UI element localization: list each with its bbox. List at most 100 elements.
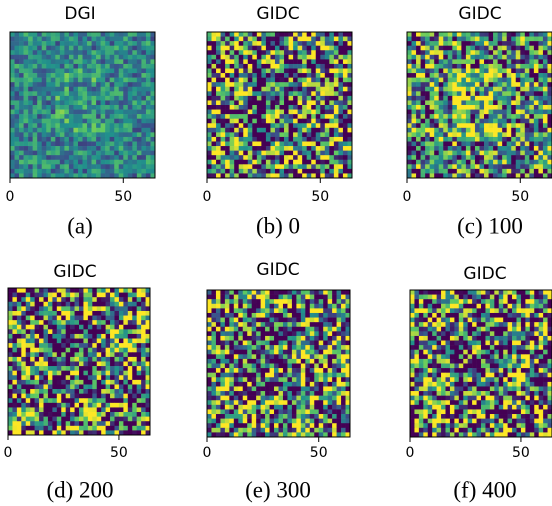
pixel bbox=[343, 59, 348, 64]
pixel bbox=[457, 105, 462, 110]
pixel bbox=[293, 69, 298, 74]
pixel bbox=[83, 329, 88, 334]
pixel bbox=[257, 105, 262, 110]
pixel bbox=[296, 341, 301, 346]
pixel bbox=[407, 128, 412, 133]
pixel bbox=[525, 46, 530, 51]
pixel bbox=[270, 50, 275, 55]
pixel bbox=[298, 164, 303, 169]
pixel bbox=[425, 128, 430, 133]
pixel bbox=[287, 290, 292, 295]
pixel bbox=[8, 302, 13, 307]
pixel bbox=[101, 311, 106, 316]
pixel bbox=[252, 368, 257, 373]
pixel bbox=[484, 114, 489, 119]
pixel bbox=[311, 160, 316, 165]
pixel bbox=[110, 329, 115, 334]
pixel bbox=[416, 82, 421, 87]
pixel bbox=[87, 87, 92, 92]
pixel bbox=[538, 100, 543, 105]
pixel bbox=[475, 114, 480, 119]
pixel bbox=[83, 87, 88, 92]
pixel bbox=[28, 105, 33, 110]
pixel bbox=[529, 155, 534, 160]
pixel bbox=[341, 336, 346, 341]
pixel bbox=[448, 105, 453, 110]
pixel bbox=[66, 293, 71, 298]
pixel bbox=[480, 155, 485, 160]
pixel bbox=[421, 69, 426, 74]
pixel bbox=[10, 155, 15, 160]
pixel bbox=[247, 405, 252, 410]
pixel bbox=[83, 339, 88, 344]
pixel bbox=[119, 142, 124, 147]
pixel bbox=[461, 128, 466, 133]
pixel bbox=[425, 123, 430, 128]
pixel bbox=[270, 318, 275, 323]
pixel bbox=[106, 316, 111, 321]
pixel bbox=[92, 64, 97, 69]
pixel bbox=[266, 137, 271, 142]
pixel bbox=[520, 137, 525, 142]
pixel bbox=[123, 155, 128, 160]
pixel bbox=[489, 73, 494, 78]
pixel bbox=[221, 151, 226, 156]
pixel bbox=[529, 169, 534, 174]
pixel bbox=[35, 384, 40, 389]
pixel bbox=[484, 132, 489, 137]
pixel bbox=[421, 46, 426, 51]
pixel bbox=[87, 155, 92, 160]
pixel bbox=[480, 119, 485, 124]
pixel bbox=[21, 293, 26, 298]
pixel bbox=[225, 368, 230, 373]
pixel bbox=[39, 311, 44, 316]
pixel bbox=[511, 160, 516, 165]
pixel bbox=[37, 41, 42, 46]
pixel bbox=[289, 87, 294, 92]
pixel bbox=[470, 41, 475, 46]
pixel bbox=[79, 417, 84, 422]
pixel bbox=[270, 78, 275, 83]
pixel bbox=[301, 299, 306, 304]
pixel bbox=[274, 373, 279, 378]
pixel bbox=[425, 91, 430, 96]
pixel bbox=[66, 288, 71, 293]
pixel bbox=[265, 354, 270, 359]
pixel bbox=[280, 128, 285, 133]
pixel bbox=[425, 105, 430, 110]
pixel bbox=[302, 119, 307, 124]
pixel bbox=[332, 386, 337, 391]
pixel bbox=[234, 331, 239, 336]
pixel bbox=[30, 297, 35, 302]
pixel bbox=[220, 373, 225, 378]
pixel bbox=[334, 142, 339, 147]
pixel bbox=[296, 299, 301, 304]
pixel bbox=[448, 146, 453, 151]
pixel bbox=[470, 137, 475, 142]
pixel bbox=[70, 293, 75, 298]
pixel bbox=[296, 368, 301, 373]
pixel bbox=[73, 151, 78, 156]
pixel bbox=[247, 354, 252, 359]
pixel bbox=[243, 308, 248, 313]
pixel bbox=[452, 32, 457, 37]
pixel bbox=[79, 389, 84, 394]
pixel bbox=[220, 382, 225, 387]
pixel bbox=[343, 64, 348, 69]
pixel bbox=[137, 320, 142, 325]
pixel bbox=[275, 55, 280, 60]
pixel bbox=[39, 366, 44, 371]
pixel bbox=[261, 169, 266, 174]
pixel bbox=[87, 110, 92, 115]
pixel bbox=[60, 142, 65, 147]
pixel bbox=[101, 421, 106, 426]
pixel bbox=[511, 100, 516, 105]
pixel bbox=[252, 345, 257, 350]
pixel bbox=[257, 100, 262, 105]
pixel bbox=[325, 69, 330, 74]
pixel bbox=[520, 59, 525, 64]
pixel bbox=[10, 69, 15, 74]
pixel bbox=[26, 417, 31, 422]
pixel bbox=[234, 299, 239, 304]
pixel bbox=[320, 50, 325, 55]
